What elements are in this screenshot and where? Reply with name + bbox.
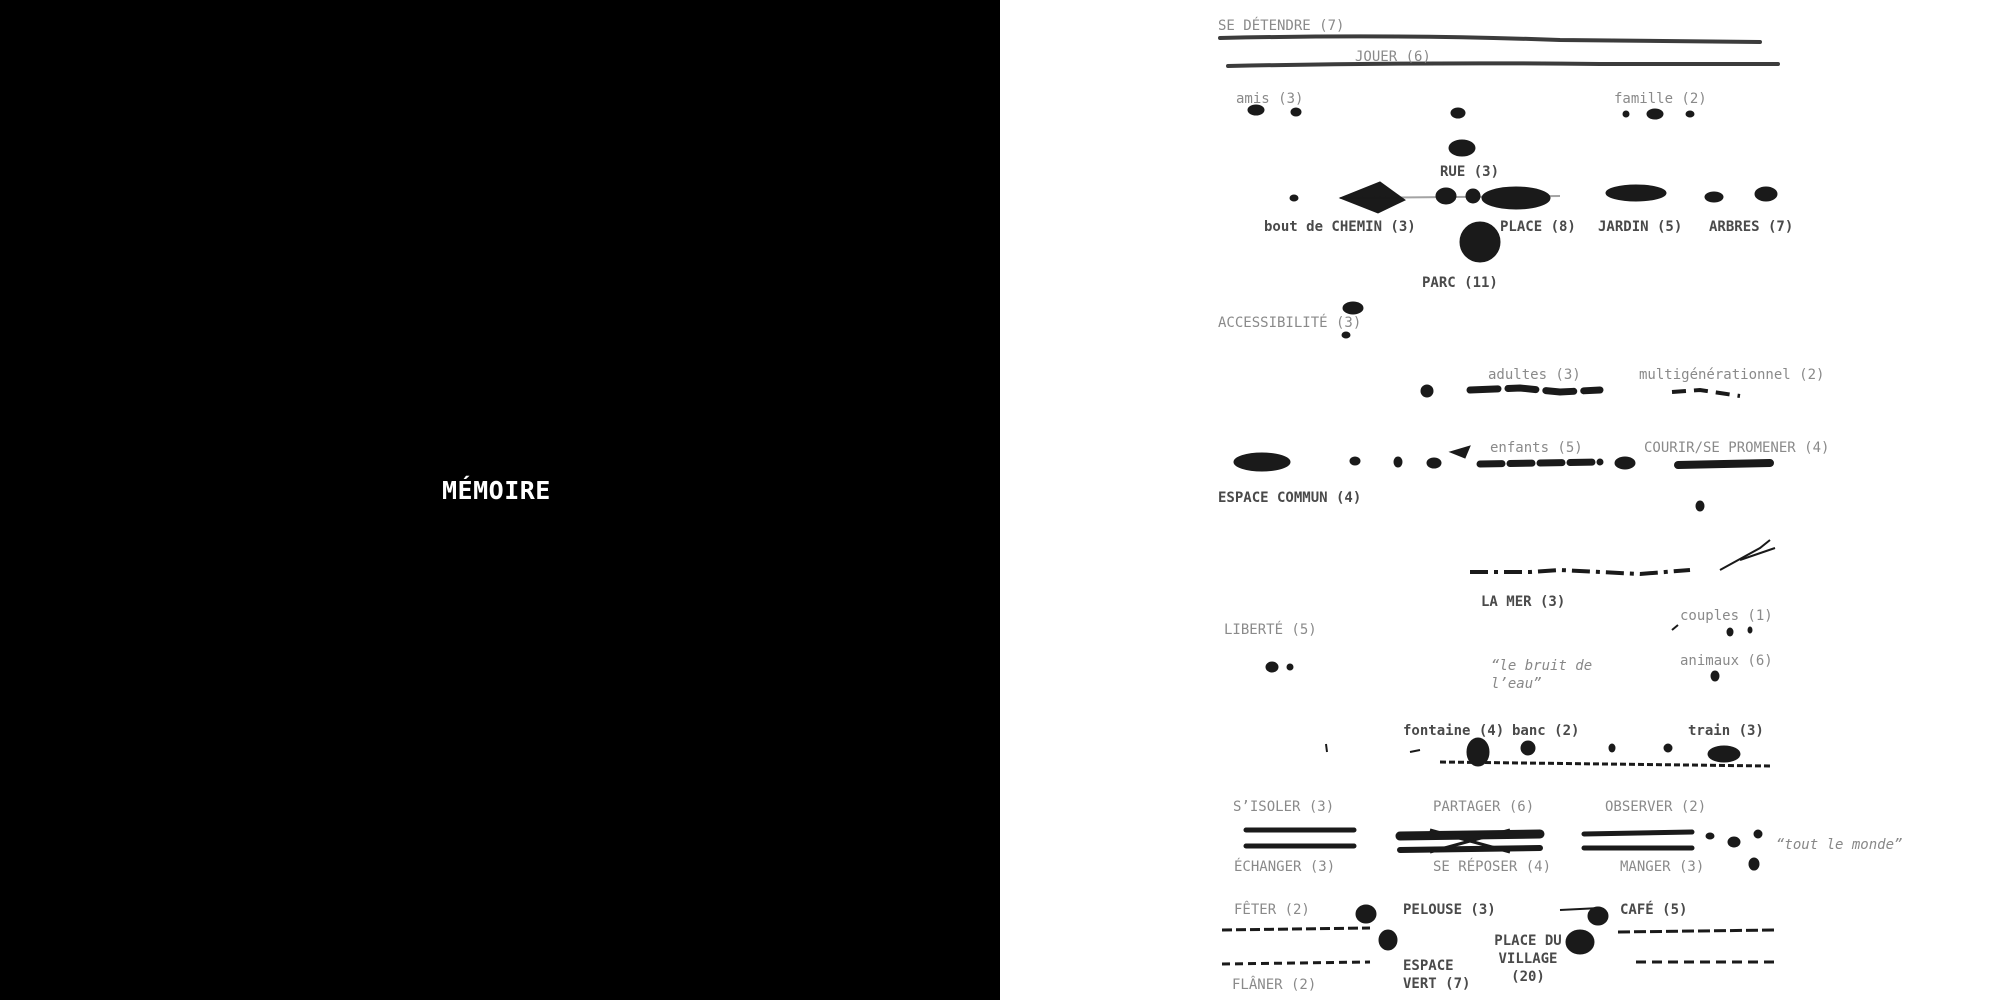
label-jardin: JARDIN (5) <box>1598 219 1683 235</box>
label-couples: couples (1) <box>1680 608 1773 624</box>
label-flaner: FLÂNER (2) <box>1232 977 1317 993</box>
memoire-title: MÉMOIRE <box>442 476 551 505</box>
label-manger: MANGER (3) <box>1620 859 1705 875</box>
label-place-du-village: PLACE DU VILLAGE (20) <box>1494 933 1562 985</box>
label-liberte: LIBERTÉ (5) <box>1224 622 1317 638</box>
label-fontaine: fontaine (4) <box>1403 723 1505 739</box>
label-courir: COURIR/SE PROMENER (4) <box>1644 440 1830 456</box>
label-espace-commun: ESPACE COMMUN (4) <box>1218 490 1362 506</box>
label-s-isoler: S’ISOLER (3) <box>1233 799 1335 815</box>
label-parc: PARC (11) <box>1422 275 1498 291</box>
label-jouer: JOUER (6) <box>1355 49 1431 65</box>
label-partager: PARTAGER (6) <box>1433 799 1535 815</box>
label-banc: banc (2) <box>1512 723 1580 739</box>
label-adultes: adultes (3) <box>1488 367 1581 383</box>
ink-strokes-graphic <box>1218 34 1780 966</box>
label-espace-vert: ESPACE VERT (7) <box>1403 958 1471 992</box>
label-arbres: ARBRES (7) <box>1709 219 1794 235</box>
label-train: train (3) <box>1688 723 1764 739</box>
label-enfants: enfants (5) <box>1490 440 1583 456</box>
label-famille: famille (2) <box>1614 91 1707 107</box>
label-animaux: animaux (6) <box>1680 653 1773 669</box>
label-rue: RUE (3) <box>1440 164 1500 180</box>
label-pelouse: PELOUSE (3) <box>1403 902 1496 918</box>
label-place: PLACE (8) <box>1500 219 1576 235</box>
quote-bruit-de-l-eau: “le bruit de l’eau” <box>1491 658 1593 692</box>
left-panel: MÉMOIRE <box>0 0 1000 1000</box>
label-amis: amis (3) <box>1236 91 1304 107</box>
label-bout-de-chemin: bout de CHEMIN (3) <box>1264 219 1416 235</box>
label-multigenerationnel: multigénérationnel (2) <box>1639 367 1825 383</box>
label-observer: OBSERVER (2) <box>1605 799 1707 815</box>
ink-word-map: SE DÉTENDRE (7) JOUER (6) amis (3) famil… <box>1000 0 2000 1000</box>
quote-tout-le-monde: “tout le monde” <box>1776 837 1903 853</box>
label-accessibilite: ACCESSIBILITÉ (3) <box>1218 315 1362 331</box>
label-cafe: CAFÉ (5) <box>1620 902 1688 918</box>
label-se-detendre: SE DÉTENDRE (7) <box>1218 18 1345 34</box>
label-la-mer: LA MER (3) <box>1481 594 1566 610</box>
label-echanger: ÉCHANGER (3) <box>1234 859 1336 875</box>
label-feter: FÊTER (2) <box>1234 902 1310 918</box>
label-se-reposer: SE RÉPOSER (4) <box>1433 859 1552 875</box>
